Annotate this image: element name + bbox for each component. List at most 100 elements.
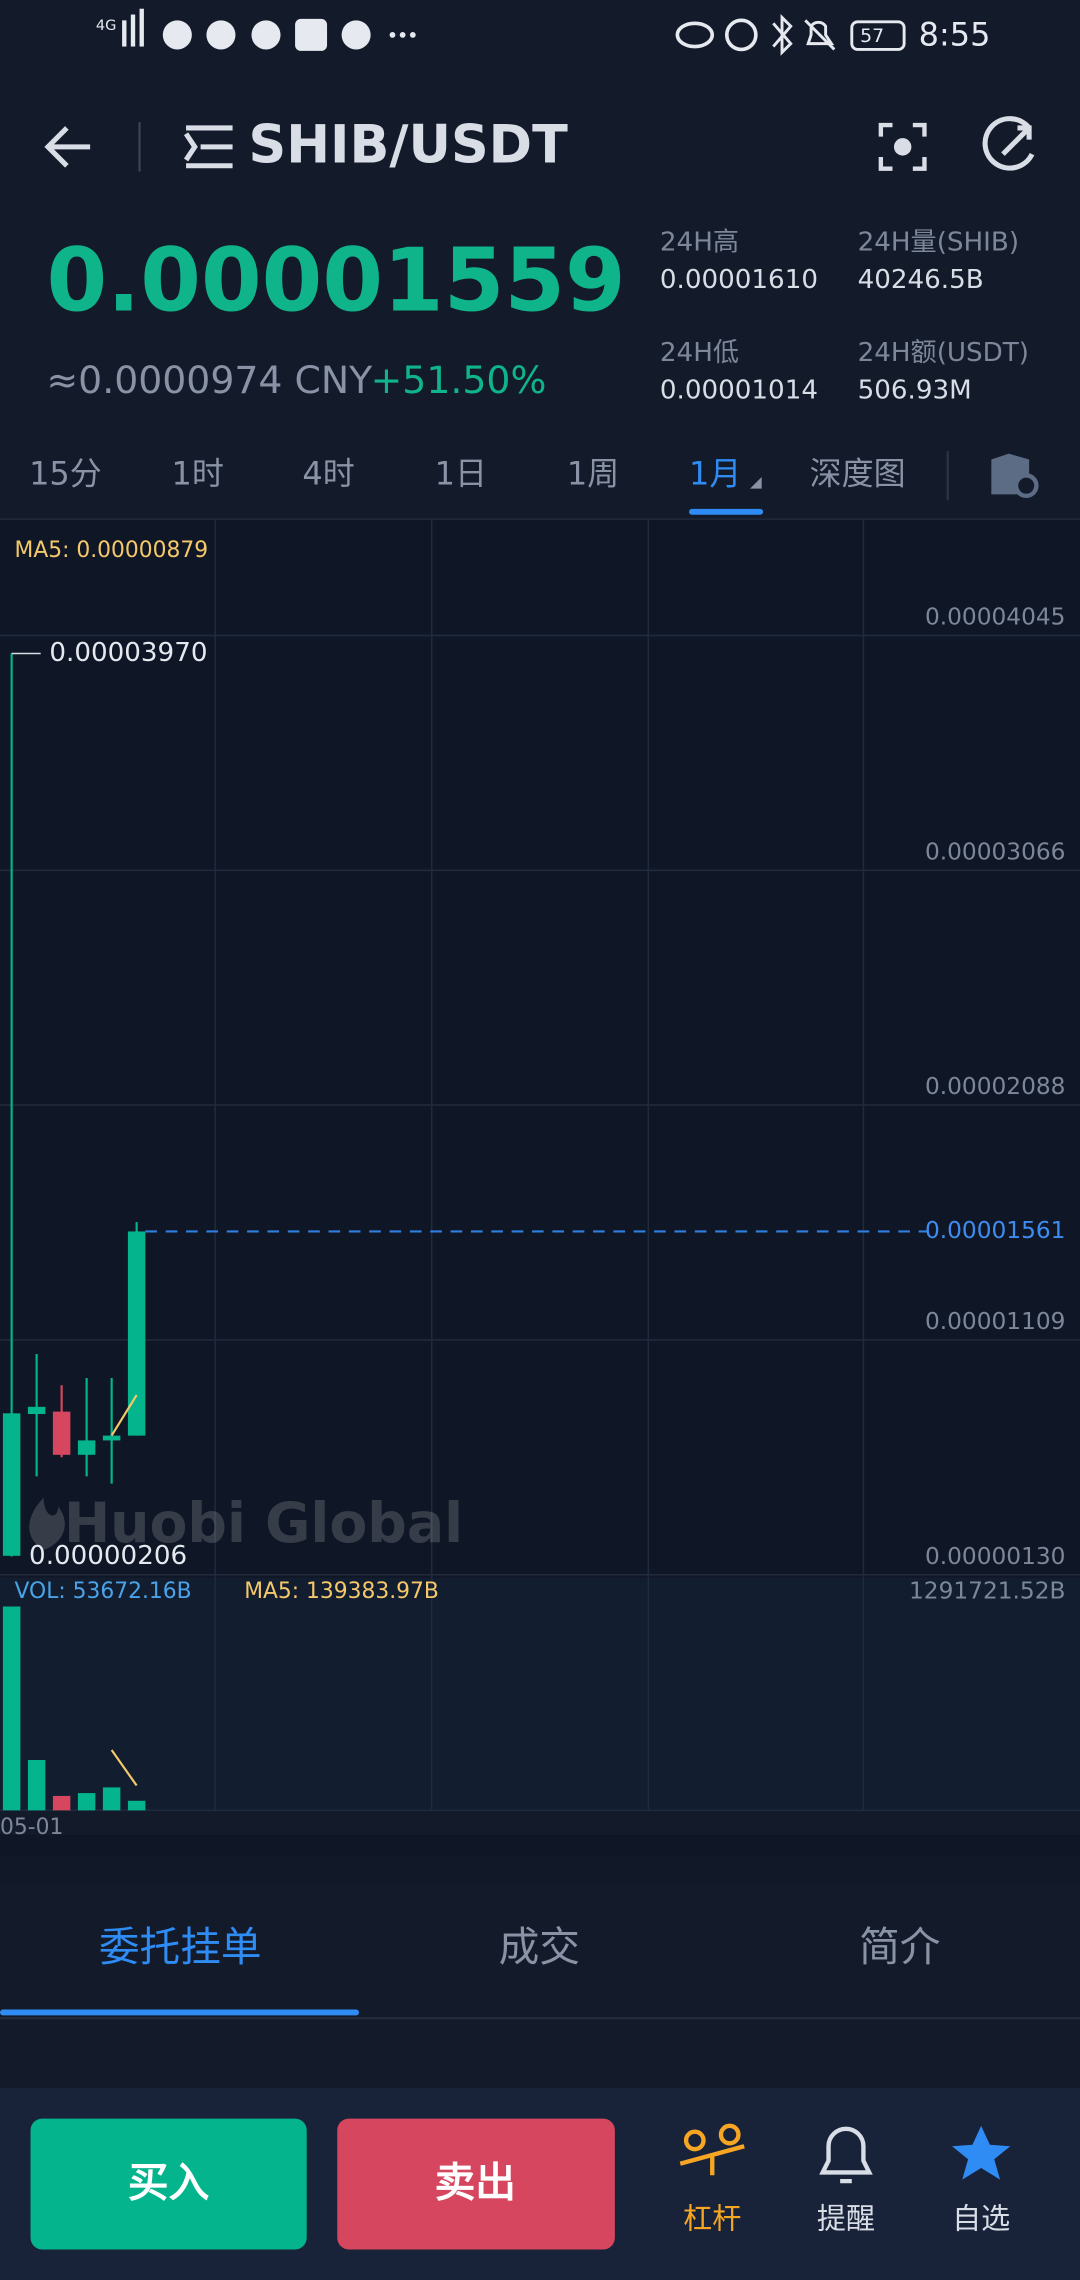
signal bbox=[122, 20, 127, 47]
tab[interactable]: 委托挂单 bbox=[99, 1923, 262, 1971]
y-tick-label: 0.00004045 bbox=[925, 604, 1066, 631]
y-tick-label: 0.00003066 bbox=[925, 838, 1066, 865]
volume-ma-line bbox=[110, 1749, 138, 1787]
stat-value: 40246.5B bbox=[858, 265, 984, 295]
pair-title: SHIB/USDT bbox=[249, 114, 569, 175]
eye-icon bbox=[675, 21, 715, 49]
candle-body bbox=[77, 1440, 96, 1455]
y-tick-label: 0.00001109 bbox=[925, 1308, 1066, 1335]
watermark-text: Huobi Global bbox=[64, 1492, 463, 1556]
stat-value: 0.00001014 bbox=[660, 376, 818, 406]
icon bbox=[679, 2144, 745, 2176]
bluetooth-icon bbox=[772, 13, 793, 56]
network: 4G bbox=[96, 18, 116, 34]
sell-button[interactable] bbox=[337, 2118, 615, 2250]
candle-body bbox=[102, 1435, 121, 1441]
last-price-label: 0.00001561 bbox=[925, 1217, 1066, 1244]
buy-label: 买入 bbox=[128, 2158, 210, 2206]
volume-bar bbox=[52, 1795, 71, 1811]
signal bbox=[130, 14, 136, 47]
screenshot-button[interactable] bbox=[878, 122, 927, 171]
interval-tab[interactable]: 1时 bbox=[172, 454, 224, 492]
icon bbox=[683, 2129, 706, 2152]
kline-chart: 0.00004045 0.00003066 0.00002088 0.00001109… bbox=[0, 538, 1080, 1840]
tab[interactable]: 成交 bbox=[499, 1923, 580, 1971]
candle-body bbox=[2, 1413, 21, 1556]
volume-ma-legend: MA5: 139383.97B bbox=[244, 1579, 439, 1604]
app-icon bbox=[251, 20, 281, 50]
y-tick-label: 0.00002088 bbox=[925, 1073, 1066, 1100]
stat-label: 24H高 bbox=[660, 227, 739, 257]
volume-bar bbox=[77, 1793, 96, 1811]
sell-label: 卖出 bbox=[435, 2158, 516, 2206]
volume-bar bbox=[102, 1787, 121, 1811]
strip bbox=[0, 1835, 1080, 1856]
header: SHIB/USDT bbox=[44, 114, 1035, 175]
screenshot-dot bbox=[893, 138, 912, 156]
icon bbox=[819, 2126, 873, 2184]
tab[interactable]: 简介 bbox=[859, 1923, 940, 1971]
gear bbox=[1013, 473, 1039, 499]
favorite-button[interactable]: 自选 bbox=[952, 2125, 1011, 2236]
alarm-icon bbox=[724, 18, 758, 52]
candle-body bbox=[52, 1411, 71, 1455]
ma-line bbox=[110, 1394, 138, 1437]
mute-icon bbox=[804, 19, 836, 51]
dropdown-arrow bbox=[750, 476, 762, 489]
volume-panel bbox=[0, 1577, 1080, 1811]
app-icon bbox=[206, 20, 236, 50]
volume-bar bbox=[27, 1759, 46, 1811]
margin-button[interactable]: 杠杆 bbox=[679, 2123, 745, 2236]
volume-tick-label: 1291721.52B bbox=[909, 1578, 1065, 1605]
buy-button[interactable] bbox=[30, 2118, 307, 2250]
y-tick-label: 0.00000130 bbox=[925, 1543, 1066, 1570]
menu-button[interactable] bbox=[183, 125, 233, 169]
candle-body bbox=[127, 1231, 146, 1436]
ma-legend: MA5: 0.00000879 bbox=[15, 538, 209, 563]
active-underline bbox=[688, 508, 764, 515]
interval-tab[interactable]: 15分 bbox=[29, 454, 102, 492]
interval-tab[interactable]: 1周 bbox=[567, 454, 619, 492]
min-label: 0.00000206 bbox=[29, 1541, 187, 1571]
candle-body bbox=[27, 1406, 46, 1415]
interval-tab[interactable]: 深度图 bbox=[810, 454, 906, 492]
battery-level: 57 bbox=[860, 25, 884, 47]
watermark: Huobi Global bbox=[29, 1492, 463, 1556]
tab-bar: 委托挂单 成交 简介 bbox=[0, 1923, 1080, 2020]
vertical-grid bbox=[0, 519, 1080, 1812]
share-button[interactable] bbox=[982, 116, 1035, 171]
stat-value: 0.00001610 bbox=[660, 265, 818, 295]
nav-label: 杠杆 bbox=[683, 2201, 741, 2235]
app-icon bbox=[341, 20, 371, 50]
interval-bar: 15分 1时 4时 1日 1周 1月 深度图 bbox=[29, 450, 1039, 515]
interval-tab[interactable]: 1月 bbox=[689, 454, 741, 492]
app-icon bbox=[162, 20, 192, 50]
cny-price: ≈0.0000974 CNY bbox=[47, 358, 374, 402]
change: +51.50% bbox=[371, 358, 547, 402]
stat-value: 506.93M bbox=[858, 376, 972, 406]
nav-label: 提醒 bbox=[817, 2201, 875, 2235]
app-icon bbox=[295, 18, 328, 51]
stat-label: 24H低 bbox=[660, 338, 739, 368]
interval-tab[interactable]: 1日 bbox=[435, 454, 487, 492]
icon bbox=[952, 2125, 1011, 2180]
stat-label: 24H额(USDT) bbox=[858, 338, 1029, 368]
more-dot bbox=[389, 31, 396, 38]
strip bbox=[0, 1855, 1080, 1885]
battery bbox=[850, 20, 906, 51]
stat-label: 24H量(SHIB) bbox=[858, 227, 1019, 257]
watermark-logo bbox=[29, 1497, 65, 1551]
interval-tab[interactable]: 4时 bbox=[302, 454, 354, 492]
status-bar: 4G 57 8:55 bbox=[96, 8, 991, 56]
signal bbox=[139, 8, 144, 47]
nav-label: 自选 bbox=[952, 2201, 1010, 2235]
volume-bar bbox=[2, 1606, 21, 1811]
volume-legend: VOL: 53672.16B bbox=[15, 1579, 192, 1604]
alert-button[interactable]: 提醒 bbox=[817, 2126, 875, 2236]
back-button[interactable] bbox=[44, 126, 91, 168]
clock: 8:55 bbox=[919, 15, 991, 53]
icon bbox=[718, 2123, 741, 2146]
last-price: 0.00001559 bbox=[47, 229, 626, 331]
active-underline bbox=[0, 2009, 360, 2016]
volume-bar bbox=[127, 1800, 146, 1811]
